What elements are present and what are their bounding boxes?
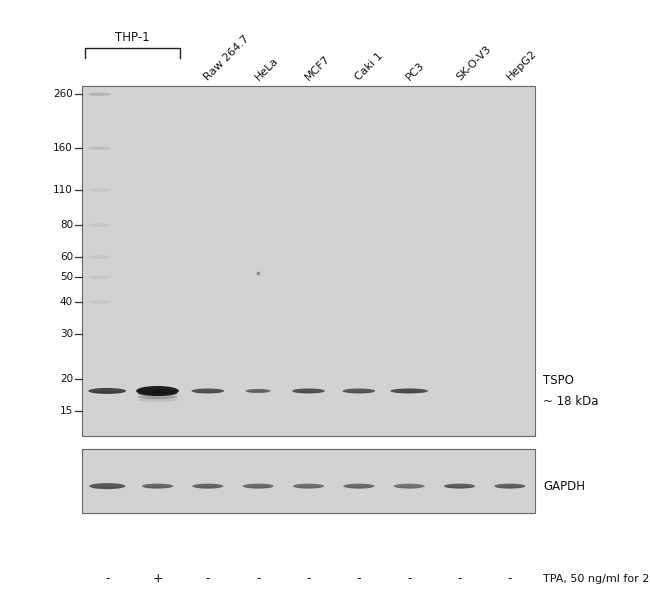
- Ellipse shape: [292, 388, 325, 394]
- Text: HepG2: HepG2: [505, 48, 539, 82]
- Text: SK-O-V3: SK-O-V3: [454, 43, 493, 82]
- Ellipse shape: [142, 484, 173, 489]
- Ellipse shape: [88, 276, 111, 279]
- Ellipse shape: [293, 484, 324, 489]
- Ellipse shape: [88, 224, 111, 227]
- Ellipse shape: [393, 484, 424, 489]
- Ellipse shape: [88, 300, 111, 304]
- Ellipse shape: [192, 484, 224, 489]
- Ellipse shape: [136, 386, 179, 396]
- Text: HeLa: HeLa: [253, 55, 280, 82]
- Ellipse shape: [137, 389, 177, 393]
- Text: Raw 264.7: Raw 264.7: [203, 33, 252, 82]
- Ellipse shape: [242, 484, 274, 489]
- Text: 30: 30: [60, 329, 73, 339]
- Ellipse shape: [137, 392, 177, 396]
- Text: THP-1: THP-1: [115, 31, 150, 44]
- Ellipse shape: [88, 93, 111, 96]
- Ellipse shape: [89, 483, 125, 489]
- Text: 60: 60: [60, 252, 73, 262]
- Bar: [82, 86, 535, 436]
- Ellipse shape: [137, 398, 177, 402]
- Ellipse shape: [346, 486, 372, 488]
- Text: 80: 80: [60, 220, 73, 230]
- Text: -: -: [306, 573, 311, 585]
- Text: -: -: [508, 573, 512, 585]
- Text: 15: 15: [60, 406, 73, 416]
- Text: MCF7: MCF7: [304, 53, 332, 82]
- Ellipse shape: [343, 484, 374, 489]
- Ellipse shape: [88, 388, 126, 394]
- Text: TPA, 50 ng/ml for 24 h: TPA, 50 ng/ml for 24 h: [543, 574, 650, 584]
- Text: -: -: [105, 573, 109, 585]
- Text: 40: 40: [60, 297, 73, 307]
- Text: 260: 260: [53, 89, 73, 99]
- Ellipse shape: [246, 389, 271, 393]
- Ellipse shape: [396, 486, 422, 488]
- Ellipse shape: [88, 255, 111, 259]
- Text: -: -: [457, 573, 462, 585]
- Text: 160: 160: [53, 143, 73, 153]
- Ellipse shape: [390, 388, 428, 394]
- Text: 20: 20: [60, 374, 73, 384]
- Ellipse shape: [137, 395, 177, 399]
- Bar: [82, 449, 535, 513]
- Ellipse shape: [245, 486, 272, 488]
- Ellipse shape: [295, 486, 322, 488]
- Text: GAPDH: GAPDH: [543, 480, 585, 493]
- Text: 110: 110: [53, 185, 73, 195]
- Ellipse shape: [192, 388, 224, 394]
- Ellipse shape: [194, 486, 221, 488]
- Text: -: -: [256, 573, 261, 585]
- Ellipse shape: [194, 391, 222, 393]
- Ellipse shape: [88, 147, 111, 150]
- Text: TSPO: TSPO: [543, 374, 574, 387]
- Ellipse shape: [494, 484, 525, 489]
- Text: 50: 50: [60, 272, 73, 282]
- Ellipse shape: [345, 391, 372, 393]
- Text: PC3: PC3: [404, 59, 426, 82]
- Text: ~ 18 kDa: ~ 18 kDa: [543, 395, 599, 408]
- Ellipse shape: [497, 486, 523, 488]
- Text: -: -: [407, 573, 411, 585]
- Ellipse shape: [88, 188, 111, 192]
- Text: -: -: [357, 573, 361, 585]
- Ellipse shape: [393, 391, 425, 393]
- Ellipse shape: [139, 392, 176, 395]
- Ellipse shape: [447, 486, 473, 488]
- Ellipse shape: [92, 487, 123, 489]
- Ellipse shape: [144, 486, 171, 488]
- Ellipse shape: [343, 388, 375, 394]
- Ellipse shape: [444, 484, 475, 489]
- Ellipse shape: [91, 391, 124, 394]
- Text: -: -: [205, 573, 210, 585]
- Text: Caki 1: Caki 1: [354, 50, 385, 82]
- Ellipse shape: [294, 391, 322, 393]
- Text: +: +: [152, 573, 162, 585]
- Ellipse shape: [248, 391, 269, 392]
